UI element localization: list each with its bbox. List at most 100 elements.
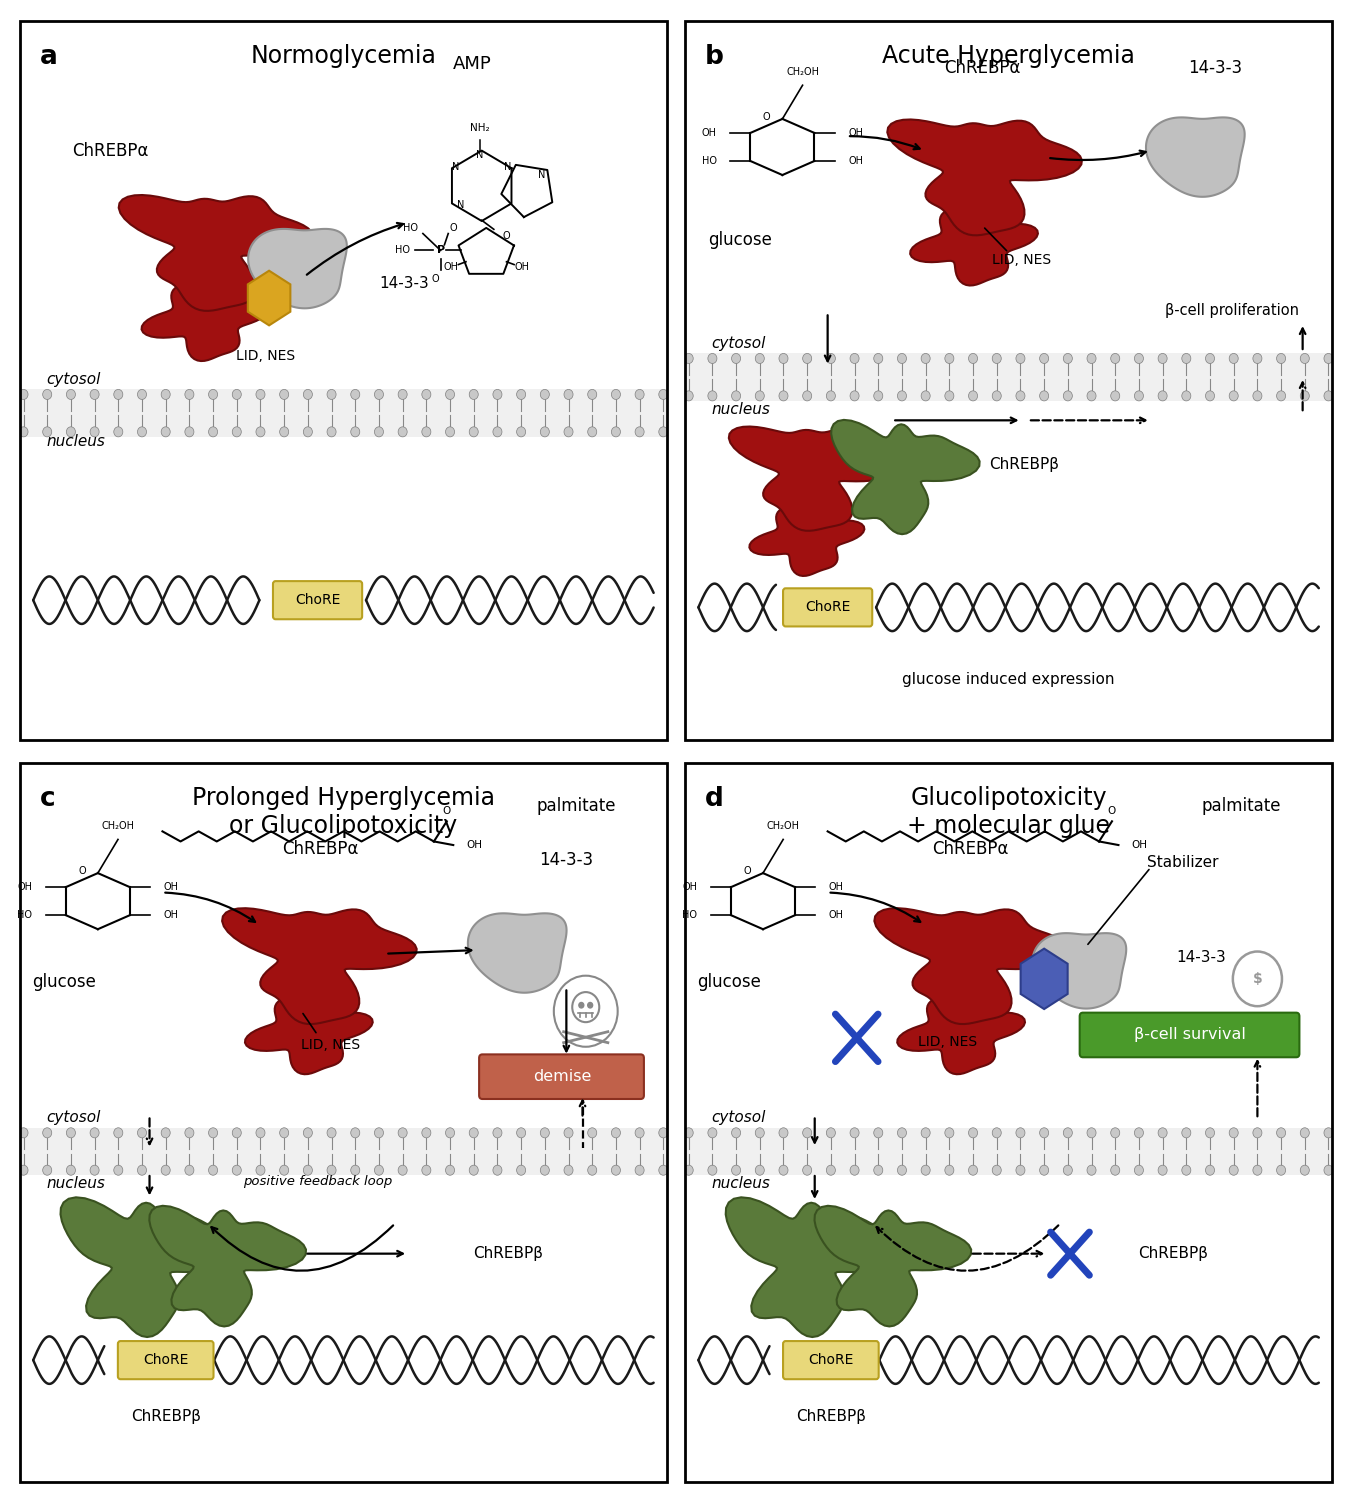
Circle shape: [1229, 1127, 1238, 1138]
Circle shape: [185, 1165, 193, 1175]
Circle shape: [1324, 391, 1333, 400]
Circle shape: [588, 1127, 596, 1138]
Circle shape: [921, 354, 930, 364]
Circle shape: [280, 1127, 289, 1138]
Circle shape: [138, 390, 146, 399]
Circle shape: [873, 354, 883, 364]
Polygon shape: [222, 908, 416, 1023]
Circle shape: [1324, 354, 1333, 364]
Text: Acute Hyperglycemia: Acute Hyperglycemia: [882, 44, 1136, 68]
Polygon shape: [910, 200, 1038, 286]
Polygon shape: [875, 908, 1069, 1023]
Circle shape: [541, 390, 549, 399]
Circle shape: [375, 1165, 384, 1175]
Circle shape: [779, 354, 788, 364]
Circle shape: [1087, 354, 1096, 364]
Text: ChREBPα: ChREBPα: [932, 840, 1009, 858]
Circle shape: [303, 427, 312, 436]
Circle shape: [756, 1127, 764, 1138]
Circle shape: [756, 391, 764, 400]
Polygon shape: [887, 119, 1082, 235]
Text: HO: HO: [702, 157, 717, 166]
Circle shape: [635, 427, 644, 436]
Text: LID, NES: LID, NES: [237, 349, 296, 363]
Text: a: a: [39, 44, 58, 71]
Circle shape: [968, 1165, 977, 1175]
Text: glucose: glucose: [708, 232, 772, 250]
Text: nucleus: nucleus: [711, 1177, 771, 1192]
Text: Stabilizer: Stabilizer: [1148, 855, 1220, 870]
Circle shape: [756, 354, 764, 364]
Circle shape: [185, 427, 193, 436]
Circle shape: [43, 390, 51, 399]
Circle shape: [397, 390, 407, 399]
Circle shape: [327, 427, 337, 436]
Text: ChREBPα: ChREBPα: [945, 59, 1021, 77]
Text: OH: OH: [829, 911, 844, 920]
Circle shape: [779, 1127, 788, 1138]
Circle shape: [256, 1127, 265, 1138]
Circle shape: [611, 390, 621, 399]
Circle shape: [921, 1165, 930, 1175]
Circle shape: [992, 354, 1002, 364]
Circle shape: [350, 427, 360, 436]
Circle shape: [826, 1127, 836, 1138]
Circle shape: [233, 427, 241, 436]
Text: b: b: [704, 44, 723, 71]
Circle shape: [658, 1165, 668, 1175]
Polygon shape: [749, 500, 864, 576]
Circle shape: [397, 427, 407, 436]
Circle shape: [19, 1165, 28, 1175]
Circle shape: [588, 427, 596, 436]
Circle shape: [1253, 1165, 1261, 1175]
Circle shape: [1253, 391, 1261, 400]
Polygon shape: [247, 271, 291, 325]
Circle shape: [635, 1127, 644, 1138]
Circle shape: [898, 1165, 906, 1175]
Polygon shape: [898, 989, 1025, 1075]
FancyBboxPatch shape: [479, 1055, 644, 1099]
Circle shape: [779, 391, 788, 400]
Circle shape: [516, 427, 526, 436]
Circle shape: [1206, 354, 1214, 364]
Text: ChoRE: ChoRE: [295, 593, 341, 607]
Polygon shape: [61, 1198, 242, 1336]
Circle shape: [280, 390, 289, 399]
Text: glucose: glucose: [32, 974, 96, 992]
Circle shape: [945, 1127, 955, 1138]
Circle shape: [66, 1127, 76, 1138]
Circle shape: [1301, 354, 1309, 364]
Text: ChoRE: ChoRE: [143, 1353, 188, 1367]
Circle shape: [1063, 1127, 1072, 1138]
Circle shape: [850, 354, 859, 364]
Text: ChREBPβ: ChREBPβ: [131, 1409, 200, 1424]
Text: ChoRE: ChoRE: [808, 1353, 853, 1367]
Circle shape: [873, 391, 883, 400]
Circle shape: [446, 390, 454, 399]
Text: Normoglycemia: Normoglycemia: [250, 44, 437, 68]
Text: demise: demise: [533, 1069, 591, 1084]
Circle shape: [541, 1127, 549, 1138]
Polygon shape: [149, 1206, 306, 1326]
Circle shape: [554, 975, 618, 1047]
Circle shape: [1159, 354, 1167, 364]
Circle shape: [350, 1165, 360, 1175]
Circle shape: [1276, 391, 1286, 400]
Circle shape: [708, 391, 717, 400]
Text: Prolonged Hyperglycemia
or Glucolipotoxicity: Prolonged Hyperglycemia or Glucolipotoxi…: [192, 786, 495, 838]
Circle shape: [684, 1165, 694, 1175]
Text: HO: HO: [18, 911, 32, 920]
Text: palmitate: palmitate: [1202, 798, 1280, 816]
Circle shape: [1015, 391, 1025, 400]
Circle shape: [256, 427, 265, 436]
Circle shape: [898, 1127, 906, 1138]
Circle shape: [588, 1002, 592, 1008]
Circle shape: [1040, 1165, 1049, 1175]
Circle shape: [19, 1127, 28, 1138]
Circle shape: [446, 1127, 454, 1138]
Circle shape: [138, 1165, 146, 1175]
Circle shape: [1276, 1165, 1286, 1175]
Circle shape: [564, 427, 573, 436]
Circle shape: [611, 1165, 621, 1175]
Text: c: c: [39, 786, 55, 813]
